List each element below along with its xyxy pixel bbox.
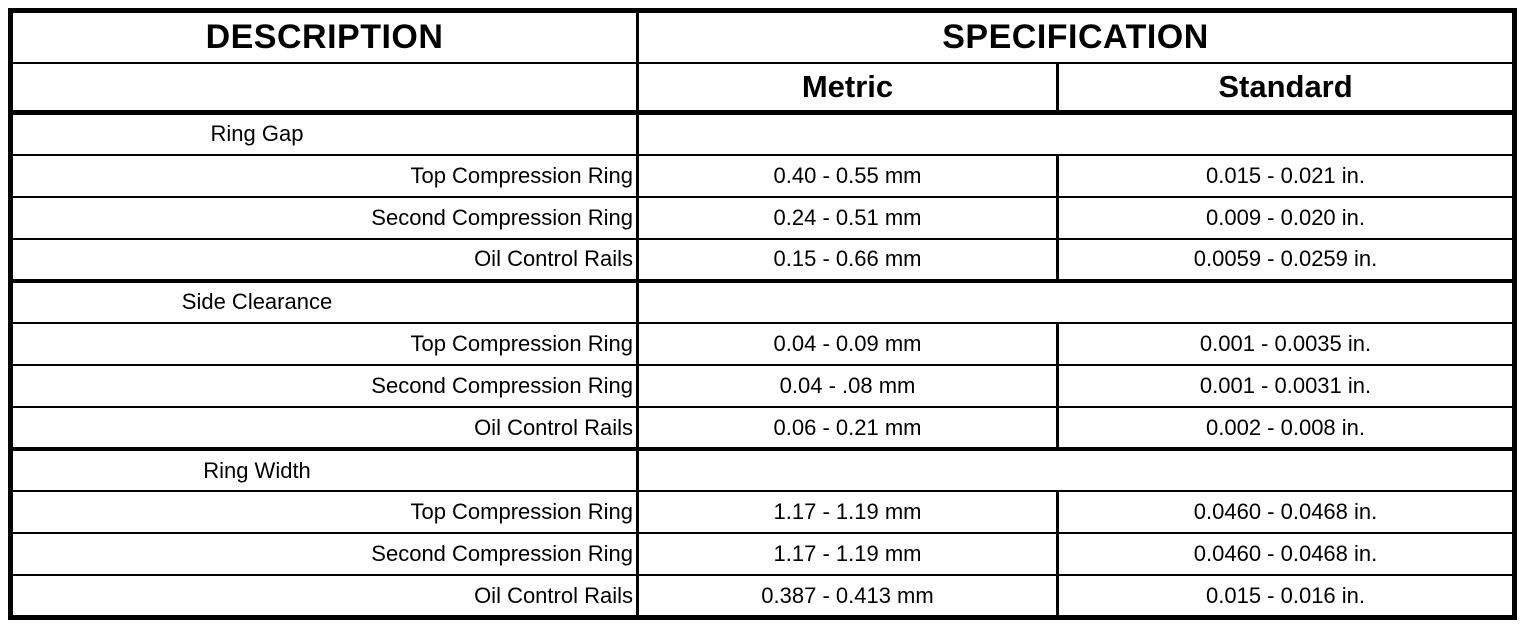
item-label: Top Compression Ring [9, 490, 639, 535]
item-label: Oil Control Rails [9, 237, 639, 282]
standard-value: 0.0460 - 0.0468 in. [1055, 490, 1517, 535]
item-label: Second Compression Ring [9, 195, 639, 240]
standard-value: 0.015 - 0.016 in. [1055, 574, 1517, 619]
metric-column-header: Metric [636, 61, 1059, 116]
metric-value: 0.04 - .08 mm [636, 364, 1059, 409]
specification-column-header: SPECIFICATION [635, 9, 1517, 64]
metric-value: 0.40 - 0.55 mm [636, 153, 1059, 198]
description-subheader-empty-cell [9, 61, 639, 116]
table-row: Second Compression Ring 0.24 - 0.51 mm 0… [9, 195, 1517, 240]
section-spacer-cell [635, 447, 1517, 493]
section-spacer-cell [635, 110, 1517, 156]
table-row: Top Compression Ring 1.17 - 1.19 mm 0.04… [9, 490, 1517, 535]
standard-value: 0.001 - 0.0031 in. [1055, 364, 1517, 409]
table-row: Second Compression Ring 0.04 - .08 mm 0.… [9, 364, 1517, 409]
metric-value: 0.06 - 0.21 mm [636, 406, 1059, 451]
standard-value: 0.009 - 0.020 in. [1055, 195, 1517, 240]
item-label: Top Compression Ring [9, 321, 639, 367]
metric-value: 0.387 - 0.413 mm [636, 574, 1059, 619]
item-label: Oil Control Rails [9, 574, 639, 619]
table-row: Top Compression Ring 0.04 - 0.09 mm 0.00… [9, 321, 1517, 367]
metric-value: 1.17 - 1.19 mm [636, 532, 1059, 577]
section-row-ring-width: Ring Width [9, 447, 1517, 493]
standard-value: 0.0059 - 0.0259 in. [1055, 237, 1517, 282]
item-label: Oil Control Rails [9, 406, 639, 451]
piston-ring-specification-table: DESCRIPTION SPECIFICATION Metric Standar… [8, 8, 1518, 620]
section-title: Side Clearance [9, 278, 639, 324]
table-row: Oil Control Rails 0.387 - 0.413 mm 0.015… [9, 574, 1517, 619]
metric-value: 0.04 - 0.09 mm [636, 321, 1059, 367]
table-header-row: DESCRIPTION SPECIFICATION [9, 9, 1517, 64]
standard-value: 0.001 - 0.0035 in. [1055, 321, 1517, 367]
table-row: Top Compression Ring 0.40 - 0.55 mm 0.01… [9, 153, 1517, 198]
section-title: Ring Width [9, 447, 639, 493]
section-spacer-cell [635, 278, 1517, 324]
standard-value: 0.002 - 0.008 in. [1055, 406, 1517, 451]
standard-value: 0.015 - 0.021 in. [1055, 153, 1517, 198]
description-column-header: DESCRIPTION [9, 9, 639, 64]
item-label: Second Compression Ring [9, 532, 639, 577]
standard-column-header: Standard [1055, 61, 1517, 116]
item-label: Top Compression Ring [9, 153, 639, 198]
table-row: Oil Control Rails 0.06 - 0.21 mm 0.002 -… [9, 406, 1517, 451]
item-label: Second Compression Ring [9, 364, 639, 409]
standard-value: 0.0460 - 0.0468 in. [1055, 532, 1517, 577]
table-row: Second Compression Ring 1.17 - 1.19 mm 0… [9, 532, 1517, 577]
table-subheader-row: Metric Standard [9, 61, 1517, 116]
section-row-ring-gap: Ring Gap [9, 110, 1517, 156]
table-row: Oil Control Rails 0.15 - 0.66 mm 0.0059 … [9, 237, 1517, 282]
section-title: Ring Gap [9, 110, 639, 156]
metric-value: 1.17 - 1.19 mm [636, 490, 1059, 535]
metric-value: 0.15 - 0.66 mm [636, 237, 1059, 282]
metric-value: 0.24 - 0.51 mm [636, 195, 1059, 240]
section-row-side-clearance: Side Clearance [9, 278, 1517, 324]
